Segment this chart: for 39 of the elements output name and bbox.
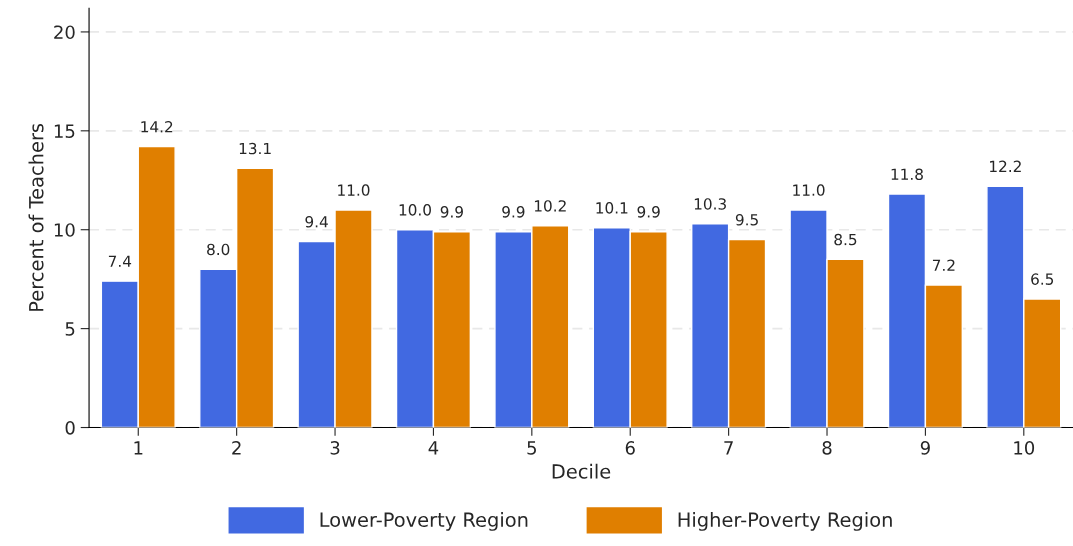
- data-label: 7.2: [932, 259, 955, 271]
- y-tick-label: 10: [54, 223, 75, 237]
- data-label: 10.3: [694, 198, 726, 210]
- x-tick-label: 2: [232, 441, 241, 455]
- data-label: 12.2: [990, 160, 1021, 172]
- data-label: 6.5: [1031, 273, 1054, 285]
- x-tick-label: 7: [724, 441, 733, 455]
- x-tick-label: 9: [920, 441, 930, 455]
- data-label: 10.1: [596, 202, 628, 214]
- data-label: 8.0: [207, 243, 230, 256]
- x-tick-label: 8: [822, 441, 832, 455]
- x-tick-label: 5: [527, 441, 536, 455]
- legend-label: Lower-Poverty Region: [320, 512, 528, 531]
- data-label: 10.2: [534, 200, 566, 212]
- x-tick-label: 6: [625, 441, 635, 455]
- y-axis-title: Percent of Teachers: [28, 123, 44, 311]
- data-label: 9.9: [440, 206, 463, 218]
- x-tick-label: 3: [330, 441, 340, 455]
- data-label: 9.4: [305, 215, 328, 228]
- x-tick-label: 1: [134, 441, 143, 455]
- y-tick-label: 20: [54, 25, 75, 40]
- y-tick-label: 15: [54, 124, 75, 138]
- data-label: 9.5: [735, 213, 758, 226]
- x-axis-title: Decile: [552, 463, 611, 479]
- x-tick-label: 10: [1014, 441, 1035, 455]
- data-label: 13.1: [239, 142, 271, 155]
- data-label: 7.4: [108, 255, 132, 267]
- data-label: 8.5: [834, 233, 857, 246]
- data-label: 10.0: [399, 204, 431, 216]
- legend-label: Higher-Poverty Region: [678, 512, 892, 531]
- x-tick-label: 4: [428, 441, 439, 455]
- y-tick-label: 0: [65, 420, 75, 435]
- data-label: 11.0: [338, 184, 370, 196]
- data-label: 11.8: [891, 168, 923, 181]
- data-label: 9.9: [502, 206, 525, 218]
- data-label: 9.9: [637, 206, 660, 218]
- data-label: 14.2: [141, 121, 173, 133]
- data-label: 11.0: [793, 184, 825, 196]
- y-tick-label: 5: [65, 322, 75, 336]
